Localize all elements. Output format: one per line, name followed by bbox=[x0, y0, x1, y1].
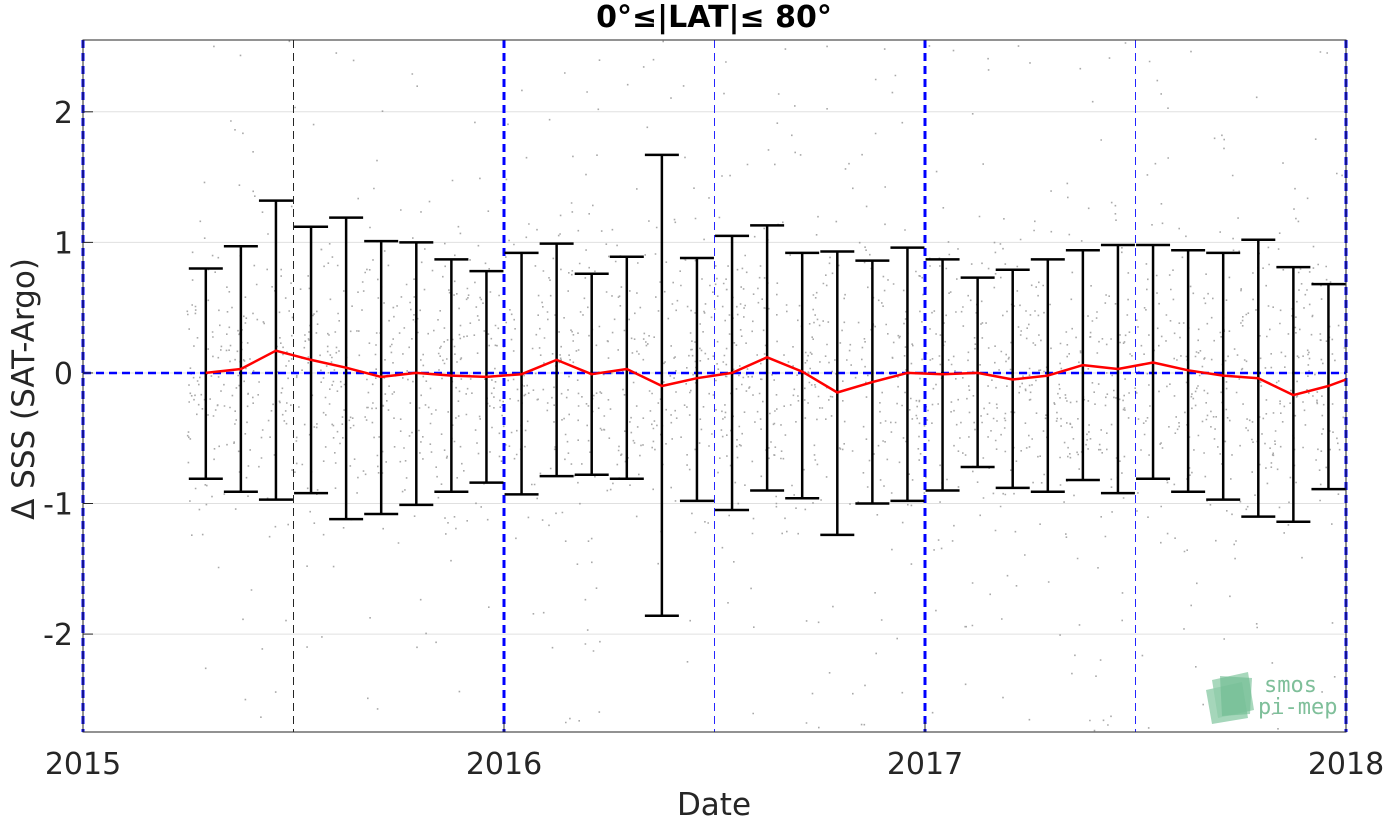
plot-border bbox=[82, 39, 1347, 733]
x-tick-label: 2017 bbox=[887, 747, 963, 782]
chart-title-text: 0°≤|LAT|≤ 80° bbox=[596, 0, 832, 35]
x-tick-label: 2016 bbox=[466, 747, 542, 782]
y-axis-ticks: -2 -1 0 1 2 bbox=[43, 96, 93, 653]
mean-series-line bbox=[205, 349, 1347, 397]
x-tick-label: 2018 bbox=[1308, 747, 1384, 782]
x-axis-label: Date bbox=[677, 787, 751, 818]
error-bar bbox=[679, 256, 714, 503]
y-tick-label: -2 bbox=[43, 618, 73, 653]
plot-frame bbox=[82, 39, 1347, 733]
smos-pi-mep-logo: smos pi-mep bbox=[1206, 672, 1337, 724]
logo-icon bbox=[1206, 672, 1254, 724]
logo-text-smos: smos bbox=[1264, 673, 1317, 698]
error-bar bbox=[188, 267, 223, 480]
error-bar bbox=[890, 246, 925, 503]
error-bar bbox=[609, 255, 644, 480]
y-axis-label: Δ SSS (SAT-Argo) bbox=[6, 258, 42, 520]
x-tick-label: 2015 bbox=[45, 747, 121, 782]
y-tick-label: -1 bbox=[43, 488, 73, 523]
x-axis-ticks: 2015 2016 2017 2018 bbox=[45, 722, 1384, 782]
mean-line bbox=[205, 349, 1347, 397]
y-tick-label: 0 bbox=[54, 357, 73, 392]
logo-text-pi-mep: pi-mep bbox=[1258, 695, 1337, 720]
chart-title: 0°≤|LAT|≤ 80° bbox=[596, 0, 832, 35]
y-tick-label: 1 bbox=[54, 226, 73, 261]
y-tick-label: 2 bbox=[54, 96, 73, 131]
error-bar bbox=[785, 251, 820, 500]
